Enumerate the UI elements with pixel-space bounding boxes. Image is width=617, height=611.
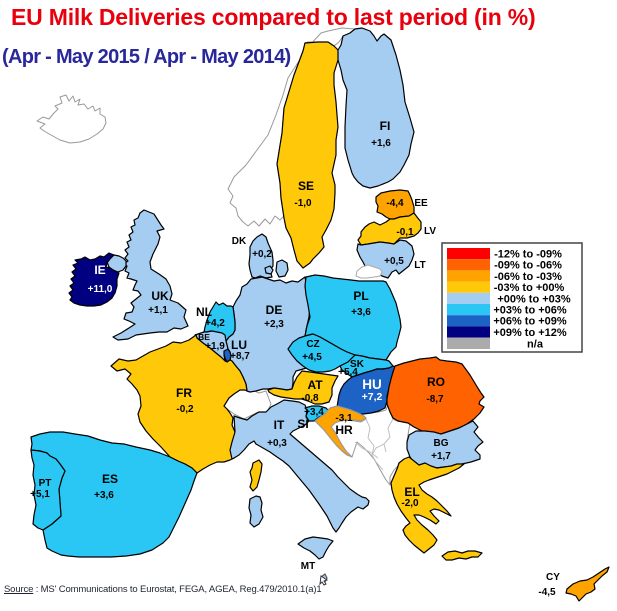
svg-text:+4,2: +4,2 (205, 318, 225, 329)
svg-text:LU: LU (231, 338, 247, 352)
svg-text:DK: DK (232, 236, 247, 247)
svg-text:ES: ES (102, 472, 118, 486)
svg-text:FI: FI (380, 119, 391, 133)
svg-text:CY: CY (546, 572, 560, 583)
svg-text:+03% to +06%: +03% to +06% (493, 305, 567, 317)
svg-text:+00% to +03%: +00% to +03% (497, 293, 571, 305)
svg-text:NL: NL (196, 305, 212, 319)
svg-text:-0,2: -0,2 (176, 404, 194, 415)
svg-text:-4,5: -4,5 (538, 587, 556, 598)
svg-text:BG: BG (434, 438, 449, 449)
svg-text:FR: FR (176, 386, 192, 400)
svg-text:EL: EL (404, 485, 419, 499)
svg-text:SK: SK (350, 359, 365, 370)
svg-text:+06% to +09%: +06% to +09% (493, 316, 567, 328)
svg-text:SI: SI (297, 417, 308, 431)
svg-text:+1,7: +1,7 (431, 451, 451, 462)
svg-text:+0,3: +0,3 (267, 438, 287, 449)
svg-text:UK: UK (151, 289, 169, 303)
svg-text:SE: SE (298, 179, 314, 193)
svg-text:+3,4: +3,4 (304, 407, 324, 418)
svg-text:+0,5: +0,5 (384, 256, 404, 267)
svg-text:BE: BE (198, 332, 210, 342)
svg-text:-8,7: -8,7 (426, 394, 444, 405)
svg-text:DE: DE (266, 303, 283, 317)
svg-text:n/a: n/a (527, 339, 544, 351)
svg-text:AT: AT (307, 378, 323, 392)
svg-text:EE: EE (414, 198, 428, 209)
svg-text:-03% to +00%: -03% to +00% (494, 282, 565, 294)
svg-text:-0,1: -0,1 (396, 227, 414, 238)
svg-text:PT: PT (39, 478, 52, 489)
svg-text:IE: IE (94, 263, 105, 277)
svg-text:+7,2: +7,2 (362, 391, 383, 403)
svg-text:+3,6: +3,6 (94, 490, 114, 501)
svg-text:PL: PL (353, 289, 368, 303)
svg-text:LT: LT (414, 260, 425, 271)
svg-text:+1,9: +1,9 (205, 341, 225, 352)
svg-text:-12% to -09%: -12% to -09% (494, 249, 562, 261)
svg-text:+4,5: +4,5 (302, 352, 322, 363)
svg-text:LV: LV (424, 226, 436, 237)
svg-text:+1,6: +1,6 (371, 138, 391, 149)
svg-text:-0,8: -0,8 (301, 393, 319, 404)
svg-text:HU: HU (362, 377, 382, 392)
svg-text:+3,6: +3,6 (351, 307, 371, 318)
svg-text:HR: HR (335, 423, 353, 437)
svg-text:RO: RO (427, 375, 445, 389)
svg-text:+8,7: +8,7 (230, 351, 250, 362)
svg-text:+1,1: +1,1 (148, 305, 168, 316)
svg-text:CZ: CZ (306, 339, 319, 350)
svg-text:MT: MT (301, 561, 315, 572)
svg-text:+09% to +12%: +09% to +12% (493, 327, 567, 339)
svg-text:+5,4: +5,4 (338, 367, 358, 378)
svg-text:+5,1: +5,1 (30, 489, 50, 500)
svg-text:-4,4: -4,4 (386, 198, 404, 209)
svg-text:IT: IT (274, 418, 285, 432)
svg-text:-06% to -03%: -06% to -03% (494, 271, 562, 283)
svg-text:+11,0: +11,0 (88, 284, 113, 295)
svg-text:-09% to -06%: -09% to -06% (494, 260, 562, 272)
svg-text:-2,0: -2,0 (401, 498, 419, 509)
svg-text:+0,2: +0,2 (252, 249, 272, 260)
svg-text:-1,0: -1,0 (294, 198, 312, 209)
svg-text:-3,1: -3,1 (335, 413, 353, 424)
svg-text:+2,3: +2,3 (264, 319, 284, 330)
